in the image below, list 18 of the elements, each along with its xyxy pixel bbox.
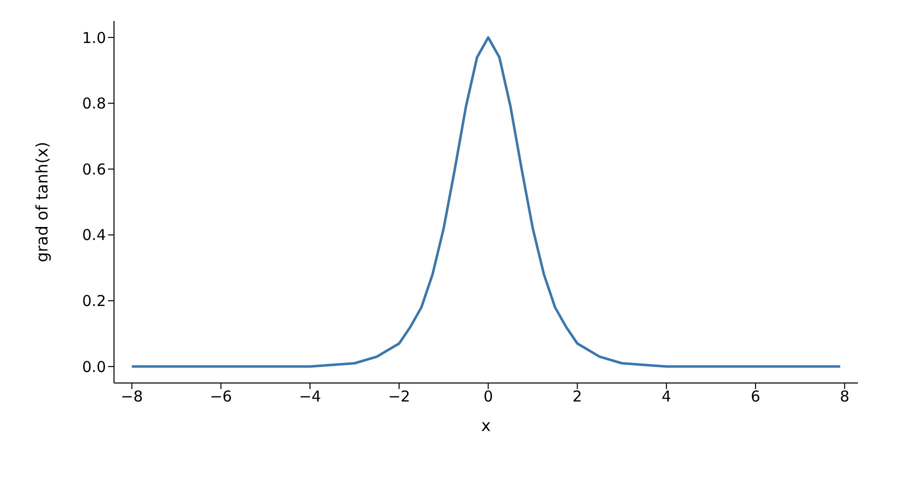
y-axis-title: grad of tanh(x) <box>32 142 52 262</box>
y-tick-label: 0.4 <box>82 226 106 244</box>
y-tick-label: 1.0 <box>82 28 106 47</box>
x-axis-title: x <box>481 416 491 435</box>
x-tick-label: 6 <box>750 388 760 406</box>
y-tick-label: 0.2 <box>82 292 106 310</box>
y-tick-label: 0.6 <box>82 160 106 178</box>
x-tick-label: 8 <box>840 388 850 406</box>
x-tick-label: −8 <box>120 388 143 406</box>
x-tick-label: 4 <box>662 388 672 406</box>
x-tick-label: −2 <box>388 388 410 406</box>
line-series <box>130 36 842 368</box>
x-tick-label: 0 <box>483 388 493 406</box>
x-tick-label: −6 <box>210 388 232 406</box>
y-tick-label: 0.8 <box>82 94 106 113</box>
x-tick-label: −4 <box>298 388 322 406</box>
y-tick-label: 0.0 <box>82 358 106 376</box>
x-tick-label: 2 <box>572 388 582 406</box>
